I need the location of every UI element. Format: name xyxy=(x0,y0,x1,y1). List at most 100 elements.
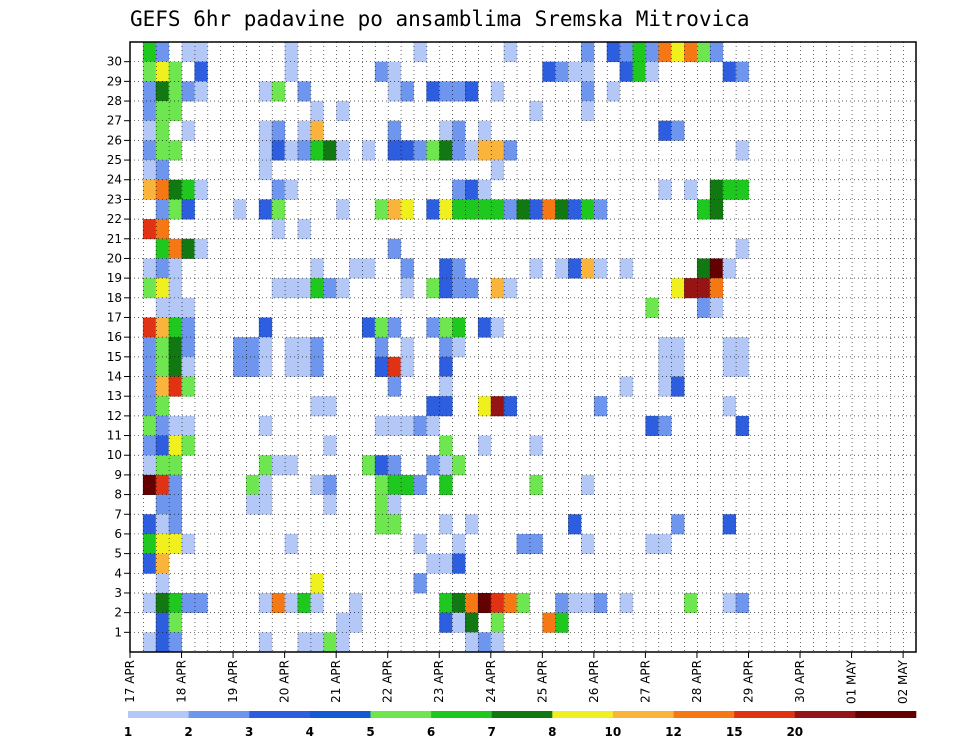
heatmap-cell xyxy=(413,533,427,555)
heatmap-cell xyxy=(168,337,182,358)
heatmap-cell xyxy=(297,632,311,653)
heatmap-cell xyxy=(155,278,170,299)
heatmap-cell xyxy=(580,258,595,279)
y-tick-label: 3 xyxy=(114,586,122,600)
y-tick-label: 16 xyxy=(107,330,122,344)
y-tick-label: 24 xyxy=(107,173,122,187)
y-tick-label: 17 xyxy=(107,310,122,324)
heatmap-cell xyxy=(284,337,298,358)
heatmap-cell xyxy=(258,356,273,377)
heatmap-cell xyxy=(284,179,298,200)
x-tick-label: 27 APR xyxy=(638,660,652,703)
heatmap-cell xyxy=(426,278,440,299)
x-tick-label: 26 APR xyxy=(587,660,601,703)
y-tick-label: 1 xyxy=(114,625,122,639)
heatmap-cell xyxy=(361,455,376,476)
heatmap-cell xyxy=(336,140,350,161)
heatmap-cell xyxy=(194,238,208,259)
colorbar-segment xyxy=(431,711,492,718)
heatmap-cell xyxy=(142,278,157,299)
colorbar-level-label: 6 xyxy=(427,725,435,739)
heatmap-cell xyxy=(529,258,543,279)
heatmap-cell xyxy=(181,376,195,397)
heatmap-cell xyxy=(555,612,569,633)
heatmap-cell xyxy=(336,199,350,220)
heatmap-cell xyxy=(181,435,195,456)
heatmap-cell xyxy=(271,455,286,476)
heatmap-cell xyxy=(374,455,389,476)
x-axis-ticks: 17 APR 18 APR 19 APR 20 APR 21 APR 22 APR 23 A… xyxy=(123,652,910,704)
heatmap-cell xyxy=(155,376,170,397)
heatmap-cell xyxy=(387,140,401,161)
heatmap-cell xyxy=(400,81,414,102)
heatmap-cell xyxy=(529,474,543,495)
heatmap-cell xyxy=(490,199,505,220)
heatmap-cell xyxy=(696,297,711,318)
heatmap-cell xyxy=(142,553,157,574)
heatmap-cell xyxy=(722,356,737,377)
heatmap-cell xyxy=(426,317,440,338)
heatmap-cell xyxy=(413,415,427,436)
colorbar-segment xyxy=(188,711,250,718)
heatmap-cell xyxy=(155,632,170,653)
heatmap-cell xyxy=(619,592,633,614)
colorbar-level-label: 20 xyxy=(786,725,803,739)
heatmap-cell xyxy=(387,199,401,220)
heatmap-cell xyxy=(439,455,453,476)
colorbar-level-label: 5 xyxy=(366,725,374,739)
heatmap-cell xyxy=(696,258,711,279)
y-tick-label: 5 xyxy=(114,547,122,561)
colorbar-level-label: 2 xyxy=(184,725,192,739)
heatmap-cell xyxy=(142,415,157,436)
heatmap-cell xyxy=(452,533,466,555)
heatmap-cell xyxy=(284,42,298,63)
heatmap-cell xyxy=(568,199,582,220)
heatmap-cell xyxy=(271,120,286,141)
x-tick-label: 17 APR xyxy=(123,660,137,703)
heatmap-cell xyxy=(155,120,170,141)
heatmap-cell xyxy=(155,415,170,436)
colorbar-segment xyxy=(249,711,311,718)
heatmap-cell xyxy=(696,199,711,220)
heatmap-cell xyxy=(490,612,505,633)
heatmap-cell xyxy=(684,278,698,299)
heatmap-cell xyxy=(168,494,182,515)
heatmap-cell xyxy=(439,376,453,397)
y-tick-label: 7 xyxy=(114,507,122,521)
y-tick-label: 21 xyxy=(107,232,122,246)
colorbar-segment xyxy=(794,711,856,718)
heatmap-cell xyxy=(684,179,698,200)
x-tick-label: 20 APR xyxy=(278,660,292,703)
heatmap-cell xyxy=(490,140,505,161)
heatmap-cell xyxy=(413,140,427,161)
heatmap-cell xyxy=(310,258,324,279)
heatmap-cell xyxy=(310,592,324,614)
heatmap-cell xyxy=(284,61,298,82)
heatmap-cell xyxy=(142,356,157,377)
heatmap-cell xyxy=(297,140,311,161)
heatmap-cell xyxy=(258,120,273,141)
heatmap-cell xyxy=(142,317,157,338)
y-tick-label: 20 xyxy=(107,251,122,265)
heatmap-cell xyxy=(168,101,182,122)
heatmap-cell xyxy=(284,455,298,476)
heatmap-cell xyxy=(310,278,324,299)
heatmap-cell xyxy=(323,396,337,417)
heatmap-cell xyxy=(593,258,608,279)
heatmap-cell xyxy=(336,101,350,122)
heatmap-cell xyxy=(142,592,157,614)
heatmap-cell xyxy=(658,415,672,436)
heatmap-cell xyxy=(181,297,195,318)
heatmap-cell xyxy=(374,317,389,338)
x-tick-label: 24 APR xyxy=(484,660,498,703)
heatmap-cell xyxy=(439,140,453,161)
heatmap-cell xyxy=(271,140,286,161)
heatmap-cell xyxy=(465,632,479,653)
heatmap-cell xyxy=(142,61,157,82)
y-tick-label: 10 xyxy=(107,448,122,462)
heatmap-cell xyxy=(671,514,685,535)
heatmap-cell xyxy=(297,592,311,614)
heatmap-cell xyxy=(722,179,737,200)
heatmap-cell xyxy=(142,81,157,102)
heatmap-cell xyxy=(400,140,414,161)
